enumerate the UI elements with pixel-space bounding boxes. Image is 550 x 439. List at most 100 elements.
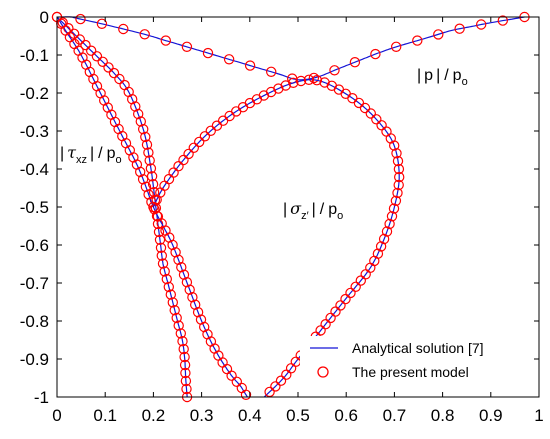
series-3-marker bbox=[288, 77, 299, 89]
y-tick-label: -0.5 bbox=[20, 198, 49, 217]
series-1-marker bbox=[97, 56, 108, 68]
series-1-marker bbox=[171, 312, 182, 324]
series-1-marker bbox=[147, 178, 159, 190]
series-0-marker bbox=[433, 29, 444, 40]
series-3-marker bbox=[393, 179, 404, 191]
series-0-marker bbox=[96, 18, 108, 29]
series-1-marker bbox=[156, 250, 167, 261]
series-1-marker bbox=[145, 163, 157, 174]
series-1-marker bbox=[143, 147, 154, 158]
series-3-marker bbox=[281, 369, 292, 380]
series-3-marker bbox=[378, 233, 390, 245]
series-1-marker bbox=[137, 123, 149, 135]
series-0-marker bbox=[454, 23, 465, 34]
series-1-marker bbox=[179, 359, 191, 371]
series-0-marker bbox=[308, 72, 320, 84]
y-tick-label: 0 bbox=[40, 8, 49, 27]
series-3-marker bbox=[178, 154, 189, 166]
series-3-marker bbox=[340, 293, 351, 305]
series-1-marker bbox=[146, 171, 158, 182]
series-1-marker bbox=[177, 336, 188, 347]
series-3-marker bbox=[325, 312, 336, 324]
series-3-marker bbox=[205, 125, 216, 137]
series-1-marker bbox=[114, 73, 125, 85]
series-1-marker bbox=[103, 62, 114, 73]
annotation-sigma: | σz′ | / po bbox=[283, 199, 343, 222]
series-1-marker bbox=[165, 289, 176, 300]
annotation-p: | p | / po bbox=[417, 67, 468, 88]
annotation-tau: | τxz | / po bbox=[60, 143, 122, 166]
x-tick-label: 0.2 bbox=[142, 406, 166, 425]
series-0-marker bbox=[370, 48, 381, 60]
series-3-marker bbox=[319, 77, 330, 88]
series-1-marker bbox=[157, 258, 169, 269]
series-2-marker bbox=[140, 181, 152, 192]
x-tick-label: 0.5 bbox=[286, 406, 310, 425]
x-tick-label: 0.6 bbox=[334, 406, 358, 425]
series-1-marker bbox=[179, 351, 190, 363]
series-3-marker bbox=[392, 187, 403, 199]
y-tick-label: -0.7 bbox=[20, 274, 49, 293]
series-1-marker bbox=[91, 51, 103, 62]
series-2-marker bbox=[143, 189, 154, 200]
series-1-marker bbox=[144, 155, 155, 166]
series-2-marker bbox=[176, 262, 187, 273]
series-3-marker bbox=[311, 74, 323, 86]
series-1-marker bbox=[85, 45, 97, 56]
series-2-marker bbox=[137, 174, 149, 185]
series-2 bbox=[51, 11, 252, 400]
series-1-marker bbox=[173, 320, 184, 331]
x-tick-label: 0 bbox=[52, 406, 61, 425]
series-2-marker bbox=[226, 370, 237, 381]
ticks-layer: 0 0.1 0.2 0.3 0.4 0.5 0.6 0.7 0.8 0.9 1 0 -0.1 -0.2 -0… bbox=[20, 8, 544, 425]
series-3-marker bbox=[183, 148, 194, 160]
series-3-marker bbox=[394, 171, 405, 183]
series-3-marker bbox=[381, 226, 393, 237]
series-3-marker bbox=[390, 195, 402, 206]
y-tick-label: -0.6 bbox=[20, 236, 49, 255]
series-1-marker bbox=[181, 383, 192, 395]
series-2-marker bbox=[178, 269, 190, 280]
series-0-marker bbox=[75, 13, 86, 25]
series-0-marker bbox=[412, 35, 423, 46]
series-3-marker bbox=[375, 241, 387, 252]
series-1-marker bbox=[169, 305, 180, 316]
series-3-marker bbox=[320, 319, 331, 330]
series-3-marker bbox=[335, 300, 346, 311]
series-3-marker bbox=[275, 375, 287, 386]
series-1-marker bbox=[80, 39, 91, 51]
series-3-marker bbox=[295, 75, 307, 87]
series-3-marker bbox=[391, 148, 402, 159]
series-1-marker bbox=[175, 328, 186, 339]
series-1-marker bbox=[180, 375, 192, 387]
series-1-marker bbox=[167, 297, 178, 308]
x-tick-label: 0.9 bbox=[479, 406, 503, 425]
series-3-marker bbox=[392, 155, 404, 167]
series-0-marker bbox=[118, 23, 129, 35]
legend: Analytical solution [7] The present mode… bbox=[300, 336, 530, 388]
data-layer bbox=[51, 11, 530, 403]
y-tick-label: -1 bbox=[34, 388, 49, 407]
series-1-marker bbox=[178, 343, 189, 355]
series-2-marker bbox=[170, 247, 181, 258]
x-tick-label: 1 bbox=[534, 406, 543, 425]
series-2-marker bbox=[240, 389, 252, 400]
series-0-marker bbox=[497, 15, 508, 26]
series-2-marker bbox=[231, 376, 242, 387]
series-1-marker bbox=[155, 242, 167, 253]
series-3-marker bbox=[173, 160, 184, 172]
series-1-marker bbox=[163, 281, 174, 293]
series-2-marker bbox=[181, 277, 193, 288]
series-1-marker bbox=[159, 266, 170, 277]
series-0-marker bbox=[244, 60, 256, 71]
series-2-marker bbox=[184, 284, 195, 295]
series-2-marker bbox=[189, 299, 201, 310]
series-0-marker bbox=[349, 57, 361, 68]
series-3-marker bbox=[345, 287, 356, 299]
series-1-marker bbox=[141, 139, 153, 150]
series-1-marker bbox=[161, 273, 172, 285]
x-tick-label: 0.1 bbox=[93, 406, 117, 425]
series-1-marker bbox=[148, 186, 160, 198]
x-tick-label: 0.7 bbox=[383, 406, 407, 425]
series-3-marker bbox=[365, 108, 376, 119]
